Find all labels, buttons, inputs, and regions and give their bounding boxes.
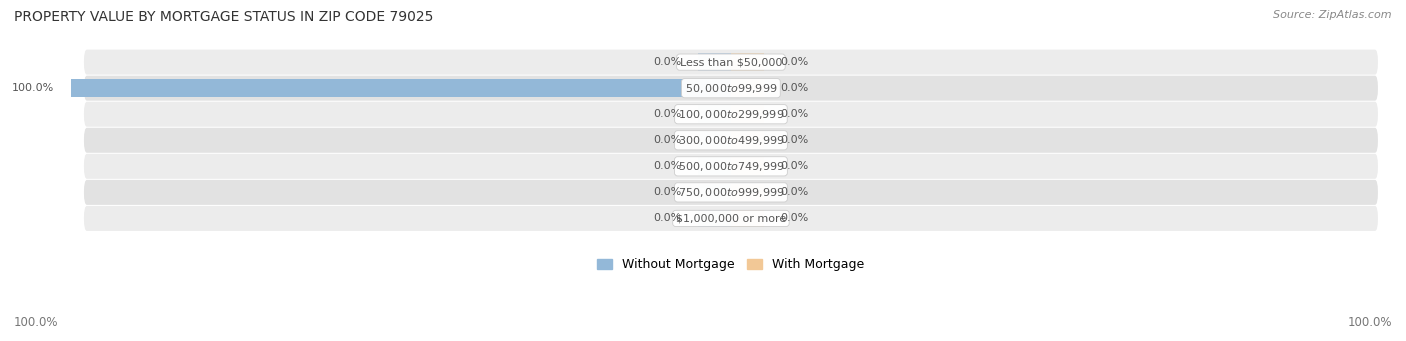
Text: $50,000 to $99,999: $50,000 to $99,999 <box>685 82 778 95</box>
FancyBboxPatch shape <box>84 50 1378 75</box>
Bar <box>731 158 763 175</box>
Text: 0.0%: 0.0% <box>654 109 682 119</box>
FancyBboxPatch shape <box>84 76 1378 101</box>
Text: 0.0%: 0.0% <box>654 213 682 223</box>
Text: Source: ZipAtlas.com: Source: ZipAtlas.com <box>1274 10 1392 20</box>
FancyBboxPatch shape <box>84 154 1378 179</box>
Text: $300,000 to $499,999: $300,000 to $499,999 <box>678 134 785 147</box>
Text: 100.0%: 100.0% <box>1347 316 1392 329</box>
Text: 0.0%: 0.0% <box>654 187 682 197</box>
Text: Less than $50,000: Less than $50,000 <box>679 57 782 67</box>
Text: 0.0%: 0.0% <box>780 109 808 119</box>
Bar <box>697 183 731 201</box>
Text: 100.0%: 100.0% <box>13 83 55 93</box>
Text: 100.0%: 100.0% <box>14 316 59 329</box>
Bar <box>697 105 731 123</box>
FancyBboxPatch shape <box>84 128 1378 153</box>
Bar <box>697 210 731 227</box>
Bar <box>731 105 763 123</box>
FancyBboxPatch shape <box>84 180 1378 205</box>
Legend: Without Mortgage, With Mortgage: Without Mortgage, With Mortgage <box>592 253 870 276</box>
Text: $750,000 to $999,999: $750,000 to $999,999 <box>678 186 785 199</box>
Text: 0.0%: 0.0% <box>654 161 682 171</box>
Bar <box>697 158 731 175</box>
Bar <box>70 79 731 97</box>
Bar <box>731 79 763 97</box>
Bar <box>731 53 763 71</box>
Text: 0.0%: 0.0% <box>780 83 808 93</box>
Text: 0.0%: 0.0% <box>780 187 808 197</box>
Text: $500,000 to $749,999: $500,000 to $749,999 <box>678 160 785 173</box>
Bar <box>731 131 763 149</box>
Text: 0.0%: 0.0% <box>654 135 682 145</box>
Bar <box>731 183 763 201</box>
Text: 0.0%: 0.0% <box>780 213 808 223</box>
FancyBboxPatch shape <box>84 102 1378 127</box>
Text: 0.0%: 0.0% <box>780 161 808 171</box>
Bar <box>697 131 731 149</box>
Text: 0.0%: 0.0% <box>780 135 808 145</box>
Text: $1,000,000 or more: $1,000,000 or more <box>676 213 786 223</box>
Bar <box>697 53 731 71</box>
Text: $100,000 to $299,999: $100,000 to $299,999 <box>678 108 785 121</box>
Text: 0.0%: 0.0% <box>654 57 682 67</box>
FancyBboxPatch shape <box>84 206 1378 231</box>
Bar <box>731 210 763 227</box>
Text: 0.0%: 0.0% <box>780 57 808 67</box>
Text: PROPERTY VALUE BY MORTGAGE STATUS IN ZIP CODE 79025: PROPERTY VALUE BY MORTGAGE STATUS IN ZIP… <box>14 10 433 24</box>
